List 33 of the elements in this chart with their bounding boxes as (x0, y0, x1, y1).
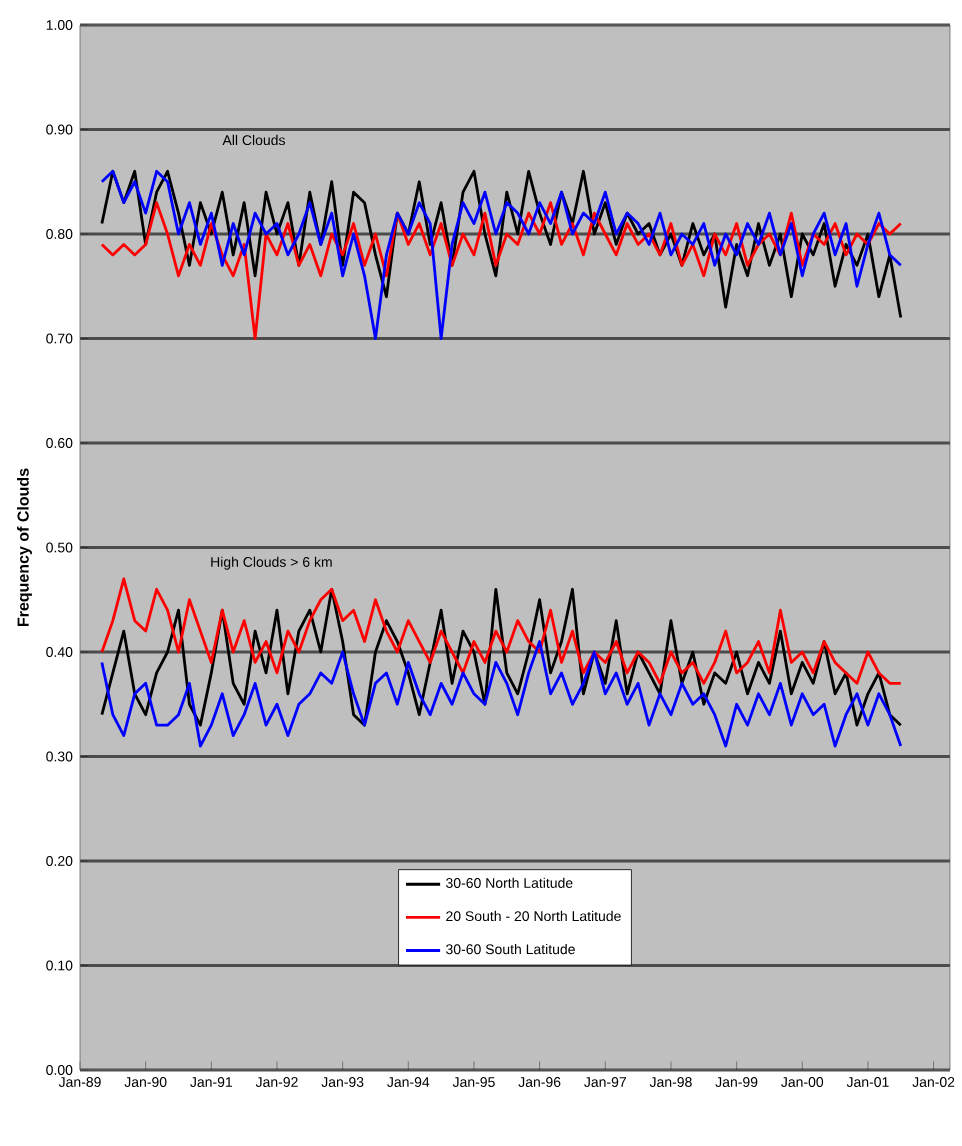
y-tick-label: 0.90 (46, 124, 73, 135)
x-tick-label: Jan-97 (584, 1077, 627, 1087)
x-tick-label: Jan-02 (912, 1077, 955, 1087)
y-tick-label: 0.50 (46, 542, 73, 553)
x-tick-label: Jan-89 (58, 1077, 101, 1087)
legend-label: 20 South - 20 North Latitude (446, 910, 621, 922)
y-tick-label: 0.20 (46, 856, 73, 866)
x-tick-label: Jan-96 (518, 1077, 561, 1087)
legend-label: 30-60 North Latitude (446, 877, 573, 888)
x-tick-label: Jan-00 (781, 1077, 824, 1087)
annotation: High Clouds > 6 km (211, 556, 332, 570)
line-series (100, 640, 903, 748)
x-tick-label: Jan-91 (190, 1077, 233, 1087)
x-tick-label: Jan-93 (321, 1077, 364, 1087)
y-tick-label: 0.10 (46, 960, 73, 971)
annotation: All Clouds (222, 134, 286, 146)
line-series (100, 577, 903, 685)
x-tick-label: Jan-90 (124, 1077, 167, 1087)
y-tick-label: 0.00 (46, 1065, 73, 1075)
x-tick-label: Jan-98 (649, 1077, 692, 1087)
x-tick-label: Jan-95 (452, 1077, 495, 1087)
y-tick-label: 0.80 (46, 229, 73, 239)
y-tick-label: 0.40 (46, 647, 73, 657)
y-axis-title: Frequency of Clouds (17, 468, 33, 626)
y-tick-label: 0.60 (46, 438, 73, 448)
x-tick-label: Jan-99 (715, 1077, 758, 1087)
x-tick-label: Jan-01 (846, 1077, 889, 1087)
x-tick-label: Jan-92 (255, 1077, 298, 1087)
legend-label: 30-60 South Latitude (446, 943, 576, 955)
x-tick-label: Jan-94 (387, 1077, 430, 1087)
y-tick-label: 0.70 (46, 333, 73, 344)
y-tick-label: 1.00 (46, 20, 73, 30)
y-tick-label: 0.30 (46, 751, 73, 762)
